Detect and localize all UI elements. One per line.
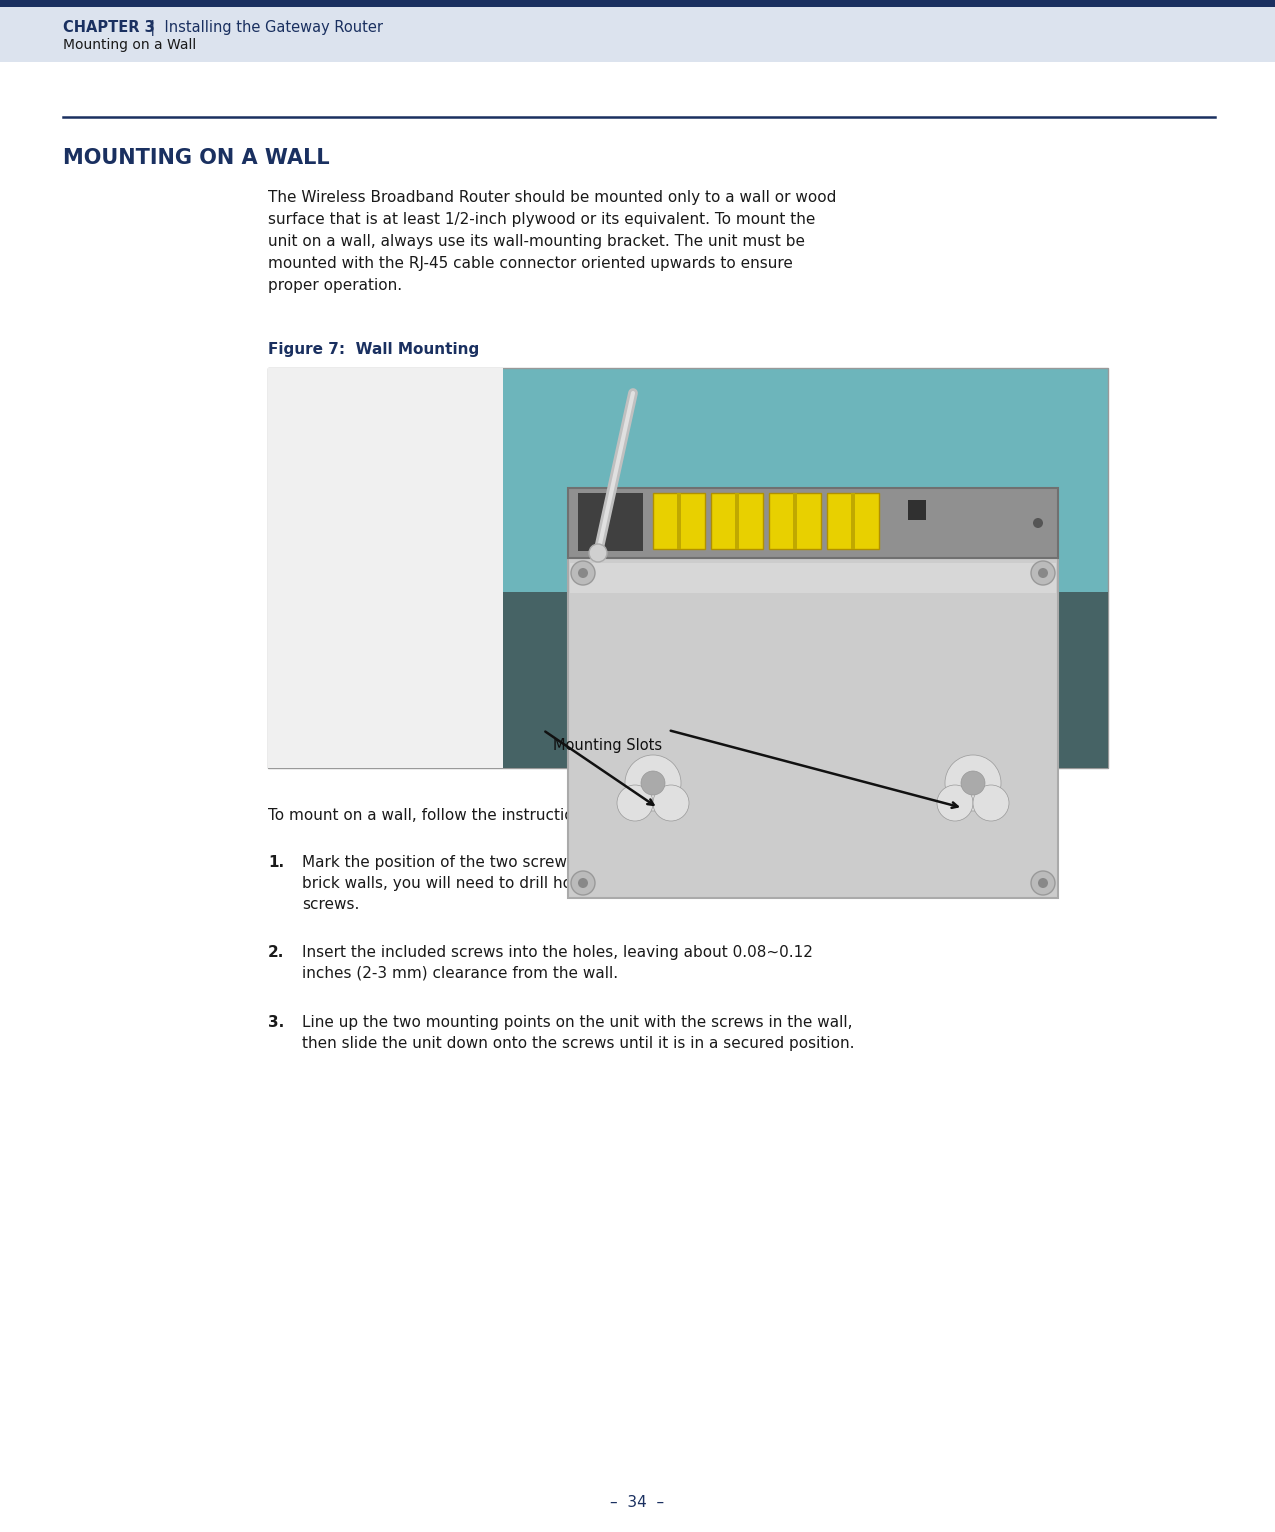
Circle shape	[1031, 872, 1054, 895]
Text: Figure 7:  Wall Mounting: Figure 7: Wall Mounting	[268, 342, 479, 357]
Bar	[0, 0, 1275, 8]
Bar	[734, 493, 740, 548]
Text: MOUNTING ON A WALL: MOUNTING ON A WALL	[62, 149, 330, 169]
Circle shape	[578, 878, 588, 889]
Text: Mark the position of the two screw holes on the wall. For concrete or: Mark the position of the two screw holes…	[302, 855, 827, 870]
Text: unit on a wall, always use its wall-mounting bracket. The unit must be: unit on a wall, always use its wall-moun…	[268, 234, 805, 250]
Text: |  Installing the Gateway Router: | Installing the Gateway Router	[142, 20, 382, 35]
Circle shape	[653, 784, 689, 821]
Text: 3.: 3.	[268, 1016, 284, 1030]
Circle shape	[973, 784, 1009, 821]
Bar	[827, 493, 878, 548]
Circle shape	[571, 561, 595, 585]
Polygon shape	[567, 489, 1058, 558]
Bar	[769, 493, 821, 548]
Text: Insert the included screws into the holes, leaving about 0.08~0.12: Insert the included screws into the hole…	[302, 945, 813, 961]
Circle shape	[641, 771, 666, 795]
Bar	[850, 493, 856, 548]
Bar	[653, 493, 705, 548]
Bar	[570, 562, 1056, 593]
Bar	[268, 368, 1108, 768]
Text: The Wireless Broadband Router should be mounted only to a wall or wood: The Wireless Broadband Router should be …	[268, 190, 836, 205]
Circle shape	[1038, 568, 1048, 578]
Text: 1.: 1.	[268, 855, 284, 870]
Text: screws.: screws.	[302, 898, 360, 912]
Bar	[268, 591, 1108, 768]
Text: 2.: 2.	[268, 945, 284, 961]
Text: proper operation.: proper operation.	[268, 277, 402, 293]
Circle shape	[1038, 878, 1048, 889]
Circle shape	[1033, 518, 1043, 529]
Text: –  34  –: – 34 –	[609, 1495, 664, 1511]
Bar	[677, 493, 681, 548]
Text: Mounting Slots: Mounting Slots	[553, 738, 663, 754]
Circle shape	[1031, 561, 1054, 585]
Bar	[268, 591, 1108, 768]
Text: To mount on a wall, follow the instructions below.: To mount on a wall, follow the instructi…	[268, 807, 645, 823]
Polygon shape	[567, 558, 1058, 898]
Circle shape	[578, 568, 588, 578]
Circle shape	[617, 784, 653, 821]
Bar	[793, 493, 797, 548]
Circle shape	[937, 784, 973, 821]
Circle shape	[589, 544, 607, 562]
Bar	[578, 493, 643, 552]
Circle shape	[945, 755, 1001, 810]
Circle shape	[625, 755, 681, 810]
Text: mounted with the RJ-45 cable connector oriented upwards to ensure: mounted with the RJ-45 cable connector o…	[268, 256, 793, 271]
Text: brick walls, you will need to drill holes and insert wall plugs for the: brick walls, you will need to drill hole…	[302, 876, 813, 892]
Text: CHAPTER 3: CHAPTER 3	[62, 20, 154, 35]
Text: inches (2-3 mm) clearance from the wall.: inches (2-3 mm) clearance from the wall.	[302, 967, 618, 980]
Circle shape	[571, 872, 595, 895]
Text: then slide the unit down onto the screws until it is in a secured position.: then slide the unit down onto the screws…	[302, 1036, 854, 1051]
Circle shape	[961, 771, 986, 795]
Bar	[908, 499, 926, 519]
Bar	[0, 0, 1275, 61]
Text: surface that is at least 1/2-inch plywood or its equivalent. To mount the: surface that is at least 1/2-inch plywoo…	[268, 211, 816, 227]
Text: Mounting on a Wall: Mounting on a Wall	[62, 38, 196, 52]
Bar	[268, 368, 504, 768]
Text: Line up the two mounting points on the unit with the screws in the wall,: Line up the two mounting points on the u…	[302, 1016, 853, 1030]
Bar	[711, 493, 762, 548]
